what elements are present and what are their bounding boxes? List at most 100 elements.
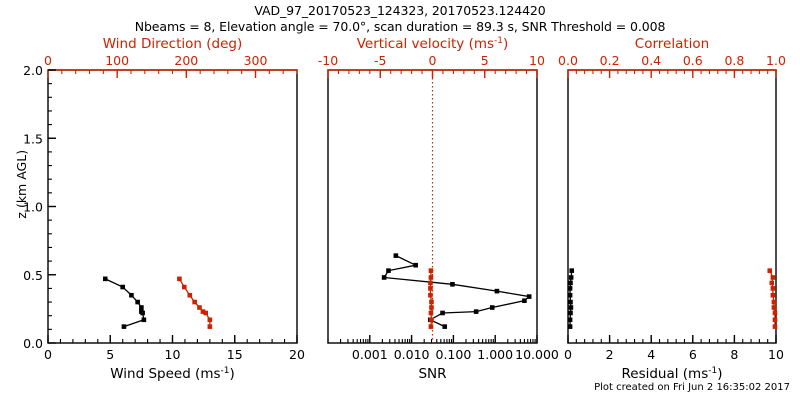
data-point-marker xyxy=(450,282,455,287)
data-series xyxy=(177,276,213,329)
top-tick-label: 0.0 xyxy=(558,53,578,68)
data-point-marker xyxy=(771,299,777,305)
data-point-marker xyxy=(192,299,197,305)
data-point-marker xyxy=(139,309,144,314)
top-tick-label: 300 xyxy=(244,53,268,68)
x-tick-label: 20 xyxy=(289,347,305,362)
page-title: VAD_97_20170523_124323, 20170523.124420 xyxy=(254,3,546,18)
data-point-marker xyxy=(428,324,434,329)
data-point-marker xyxy=(770,286,776,291)
x-tick-label: 0 xyxy=(564,347,572,362)
data-series xyxy=(428,268,434,329)
data-point-marker xyxy=(181,284,187,290)
top-tick-label: 0.8 xyxy=(724,53,744,68)
series-line xyxy=(382,255,531,328)
y-tick-label: 1.0 xyxy=(23,200,43,215)
data-point-marker xyxy=(473,309,479,314)
data-series xyxy=(102,276,147,329)
data-point-marker xyxy=(428,280,433,286)
data-point-marker xyxy=(567,324,573,329)
top-tick-label: 5 xyxy=(481,53,489,68)
data-point-marker xyxy=(489,305,495,310)
data-point-marker xyxy=(568,275,574,280)
top-tick-label: -10 xyxy=(318,53,338,68)
data-point-marker xyxy=(769,280,775,286)
data-point-marker xyxy=(135,299,140,305)
top-tick-label: 100 xyxy=(105,53,129,68)
data-point-marker xyxy=(429,305,434,310)
data-point-marker xyxy=(102,276,108,282)
y-tick-label: 0.0 xyxy=(23,336,43,351)
data-point-marker xyxy=(429,299,434,305)
data-series xyxy=(381,253,532,329)
scan-parameters-subtitle: Nbeams = 8, Elevation angle = 70.0°, sca… xyxy=(134,19,666,34)
x-tick-label: 1.000 xyxy=(477,347,513,362)
data-point-marker xyxy=(141,317,147,323)
x-tick-label: 10 xyxy=(165,347,181,362)
top-tick-label: 1.0 xyxy=(766,53,786,68)
x-tick-label: 5 xyxy=(106,347,114,362)
y-tick-label: 0.5 xyxy=(23,268,43,283)
data-series xyxy=(767,268,778,329)
data-point-marker xyxy=(568,305,574,310)
data-point-marker xyxy=(203,310,208,316)
data-point-marker xyxy=(428,268,434,273)
top-tick-label: 0.6 xyxy=(683,53,703,68)
panel-frame xyxy=(567,69,777,344)
x-axis-label: SNR xyxy=(418,366,446,382)
data-point-marker xyxy=(442,324,448,329)
data-point-marker xyxy=(121,324,127,329)
x-tick-label: 4 xyxy=(647,347,655,362)
top-axis-label: Wind Direction (deg) xyxy=(103,36,242,52)
data-point-marker xyxy=(428,310,434,316)
top-tick-label: 10 xyxy=(529,53,545,68)
data-point-marker xyxy=(569,268,575,273)
top-tick-label: 0.2 xyxy=(600,53,620,68)
x-tick-label: 15 xyxy=(227,347,243,362)
data-point-marker xyxy=(526,294,532,299)
data-point-marker xyxy=(381,275,387,280)
x-axis-label: Wind Speed (ms-1) xyxy=(110,366,235,382)
data-point-marker xyxy=(770,275,776,280)
data-point-marker xyxy=(568,299,573,305)
data-point-marker xyxy=(207,317,213,323)
x-tick-label: 0.001 xyxy=(352,347,388,362)
top-axis-label: Correlation xyxy=(635,36,709,52)
x-tick-label: 10 xyxy=(768,347,784,362)
data-series xyxy=(567,268,575,329)
data-point-marker xyxy=(428,286,433,291)
data-point-marker xyxy=(413,262,418,268)
x-tick-label: 6 xyxy=(689,347,697,362)
top-axis-label: Vertical velocity (ms-1) xyxy=(357,36,509,52)
panel-frame xyxy=(47,69,298,344)
data-point-marker xyxy=(494,288,500,294)
data-point-marker xyxy=(772,324,778,329)
top-tick-label: 0 xyxy=(429,53,437,68)
plot-created-timestamp: Plot created on Fri Jun 2 16:35:02 2017 xyxy=(594,382,790,393)
y-tick-label: 2.0 xyxy=(23,63,43,78)
y-tick-label: 1.5 xyxy=(23,131,43,146)
data-point-marker xyxy=(567,317,573,323)
data-point-marker xyxy=(120,284,125,290)
data-point-marker xyxy=(770,292,776,298)
data-point-marker xyxy=(386,268,391,273)
data-point-marker xyxy=(767,268,773,273)
x-tick-label: 2 xyxy=(606,347,614,362)
data-point-marker xyxy=(139,305,144,310)
data-point-marker xyxy=(129,292,134,298)
data-point-marker xyxy=(429,317,434,323)
data-point-marker xyxy=(197,305,202,310)
panel-snr: 0.001 0.010 0.100 1.000 10.000 -10 -5 0 5 10 SNR Ve… xyxy=(318,36,559,382)
top-tick-label: -5 xyxy=(374,53,386,68)
data-point-marker xyxy=(567,292,573,298)
x-tick-label: 0.010 xyxy=(394,347,430,362)
data-point-marker xyxy=(772,317,778,323)
data-point-marker xyxy=(568,280,573,286)
data-point-marker xyxy=(393,253,399,258)
x-tick-label: 0.100 xyxy=(436,347,472,362)
data-point-marker xyxy=(187,292,193,298)
data-point-marker xyxy=(200,309,206,314)
